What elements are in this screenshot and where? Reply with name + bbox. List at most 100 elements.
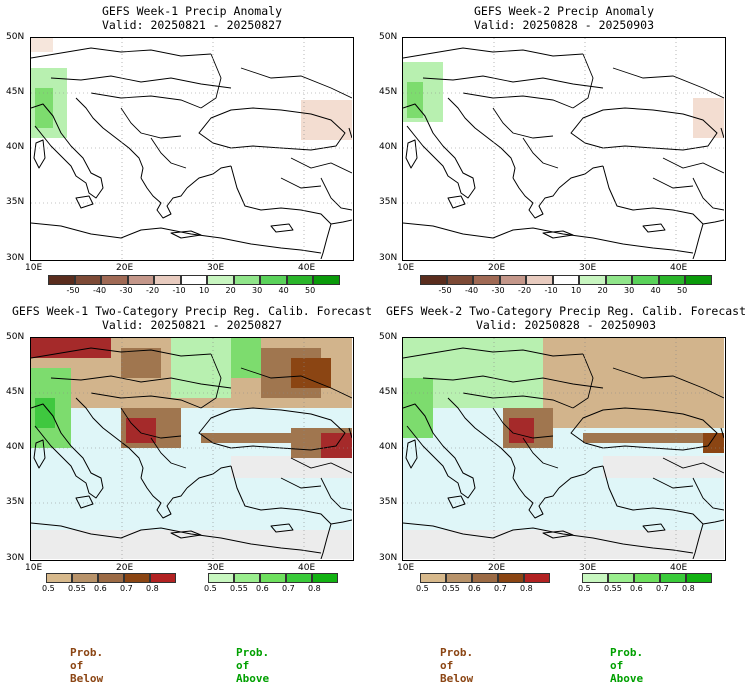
lat-tick: 45N [6, 87, 25, 97]
map-plot [30, 337, 354, 561]
lat-tick: 30N [6, 553, 25, 563]
lat-tick: 50N [379, 32, 398, 42]
lat-tick: 40N [379, 442, 398, 452]
colorbar-swatch [98, 573, 124, 583]
lon-tick: 40E [670, 263, 688, 273]
anomaly-colorbar: -50 -40 -30 -20 -10 10 20 30 40 50 [48, 275, 348, 299]
title-line2: Valid: 20250821 - 20250827 [101, 318, 282, 332]
colorbar-label: -30 [491, 286, 505, 295]
panel-title: GEFS Week-1 Precip Anomaly Valid: 202508… [30, 4, 354, 32]
lon-tick: 30E [579, 263, 597, 273]
colorbar-swatch [234, 573, 260, 583]
lat-tick: 45N [6, 387, 25, 397]
prob-above-label: Prob. of Above [236, 646, 270, 685]
lon-tick: 30E [207, 563, 225, 573]
lat-tick: 50N [6, 32, 25, 42]
lon-tick: 40E [298, 563, 316, 573]
colorbar-swatch [260, 275, 287, 285]
colorbar-swatch [632, 275, 659, 285]
colorbar-label: 0.6 [256, 584, 269, 593]
lat-tick: 45N [379, 87, 398, 97]
colorbar-label: -20 [518, 286, 532, 295]
lon-tick: 20E [488, 263, 506, 273]
lat-tick: 40N [6, 142, 25, 152]
prob-below-label: Prob. of Below [440, 646, 474, 685]
prob-above-label: Prob. of Above [610, 646, 644, 685]
colorbar-swatch [499, 275, 526, 285]
colorbar-label: 40 [650, 286, 661, 295]
prob-above-colorbar: 0.5 0.55 0.6 0.7 0.8 [204, 573, 348, 597]
colorbar-label: 0.5 [578, 584, 591, 593]
lon-tick: 40E [298, 263, 316, 273]
lon-tick: 40E [670, 563, 688, 573]
panel-title: GEFS Week-2 Two-Category Precip Reg. Cal… [382, 304, 750, 332]
colorbar-label: 0.6 [630, 584, 643, 593]
lon-tick: 20E [488, 563, 506, 573]
colorbar-swatch [634, 573, 660, 583]
title-line2: Valid: 20250821 - 20250827 [101, 18, 282, 32]
colorbar-swatch [420, 275, 447, 285]
colorbar-label: 0.5 [416, 584, 429, 593]
colorbar-swatch [446, 573, 472, 583]
colorbar-label: 0.7 [282, 584, 295, 593]
colorbar-label: 30 [624, 286, 635, 295]
colorbar-swatch [180, 275, 207, 285]
title-line1: GEFS Week-2 Two-Category Precip Reg. Cal… [385, 304, 747, 318]
lat-tick: 35N [379, 197, 398, 207]
colorbar-swatch [46, 573, 72, 583]
lat-tick: 35N [6, 497, 25, 507]
colorbar-swatch [420, 573, 446, 583]
lat-tick: 30N [379, 253, 398, 263]
colorbar-swatch [150, 573, 176, 583]
title-line1: GEFS Week-1 Precip Anomaly [101, 4, 282, 18]
lat-tick: 40N [379, 142, 398, 152]
colorbar-swatch [124, 573, 150, 583]
colorbar-label: -40 [465, 286, 479, 295]
colorbar-label: 10 [199, 286, 210, 295]
colorbar-swatch [208, 573, 234, 583]
colorbar-label: 0.55 [230, 584, 248, 593]
colorbar-swatch [686, 573, 712, 583]
prob-below-colorbar: 0.5 0.55 0.6 0.7 0.8 [416, 573, 560, 597]
lon-tick: 10E [25, 263, 43, 273]
colorbar-swatch [74, 275, 101, 285]
colorbar-label: 0.8 [146, 584, 159, 593]
colorbar-label: -50 [66, 286, 80, 295]
prob-below-colorbar: 0.5 0.55 0.6 0.7 0.8 [42, 573, 186, 597]
lon-tick: 10E [397, 563, 415, 573]
colorbar-swatch [552, 275, 579, 285]
colorbar-label: 0.5 [42, 584, 55, 593]
colorbar-label: -10 [544, 286, 558, 295]
colorbar-label: 0.8 [520, 584, 533, 593]
colorbar-swatch [605, 275, 632, 285]
colorbar-swatch [101, 275, 128, 285]
colorbar-label: 0.7 [120, 584, 133, 593]
colorbar-label: -20 [146, 286, 160, 295]
colorbar-swatch [127, 275, 154, 285]
colorbar-label: -10 [172, 286, 186, 295]
title-line2: Valid: 20250828 - 20250903 [473, 18, 654, 32]
colorbar-swatch [260, 573, 286, 583]
title-line1: GEFS Week-2 Precip Anomaly [473, 4, 654, 18]
colorbar-swatch [608, 573, 634, 583]
prob-below-label: Prob. of Below [70, 646, 104, 685]
map-plot [402, 337, 726, 561]
colorbar-label: 20 [225, 286, 236, 295]
colorbar-swatch [472, 573, 498, 583]
lat-tick: 50N [379, 332, 398, 342]
lat-tick: 35N [6, 197, 25, 207]
lon-tick: 30E [207, 263, 225, 273]
colorbar-swatch [154, 275, 181, 285]
colorbar-swatch [233, 275, 260, 285]
lat-tick: 40N [6, 442, 25, 452]
colorbar-label: 0.8 [308, 584, 321, 593]
colorbar-swatch [582, 573, 608, 583]
lat-tick: 35N [379, 497, 398, 507]
colorbar-swatch [526, 275, 553, 285]
colorbar-swatch [685, 275, 712, 285]
panel-title: GEFS Week-1 Two-Category Precip Reg. Cal… [8, 304, 376, 332]
colorbar-swatch [313, 275, 340, 285]
colorbar-label: 20 [597, 286, 608, 295]
lat-tick: 30N [379, 553, 398, 563]
colorbar-label: 0.6 [468, 584, 481, 593]
